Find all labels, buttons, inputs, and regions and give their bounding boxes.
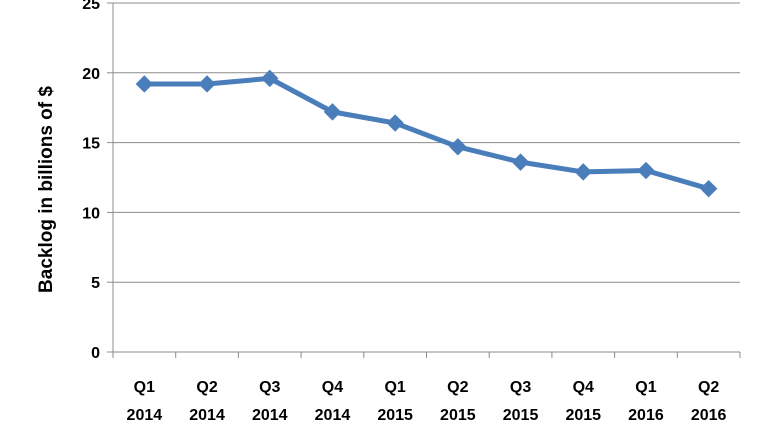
y-axis-title: Backlog in billions of $ [36, 86, 57, 293]
x-tick-label-quarter: Q4 [573, 379, 594, 396]
x-tick-label-year: 2016 [628, 407, 664, 424]
x-tick-label-year: 2015 [440, 407, 476, 424]
data-point-marker [449, 138, 467, 156]
gridlines [113, 2, 740, 283]
x-tick-label-quarter: Q3 [510, 379, 531, 396]
x-tick-label-quarter: Q2 [698, 379, 719, 396]
data-point-marker [261, 69, 279, 88]
x-tick-label-quarter: Q1 [635, 379, 656, 396]
data-point-marker [637, 161, 655, 180]
x-tick-label-year: 2014 [189, 407, 225, 424]
x-tick-label-year: 2014 [127, 407, 163, 424]
x-axis-ticks: Q1 2014 Q2 2014 Q3 2014 Q4 2014 Q1 2015 Q2 2015 Q3 20… [112, 352, 741, 424]
x-tick-label-year: 2014 [315, 407, 351, 424]
x-tick-label-quarter: Q2 [196, 379, 217, 396]
y-tick-label: 25 [82, 0, 100, 13]
x-tick-label-year: 2015 [503, 407, 539, 424]
x-tick-label-quarter: Q1 [384, 379, 405, 396]
data-point-marker [323, 103, 342, 121]
y-tick-label: 0 [91, 345, 100, 362]
series-line [141, 75, 712, 192]
x-tick-label-year: 2014 [252, 407, 288, 424]
series-backlog [135, 69, 718, 198]
data-point-marker [135, 75, 154, 93]
data-point-marker [198, 75, 216, 93]
x-tick-label-year: 2015 [565, 407, 601, 424]
y-tick-label: 10 [82, 205, 100, 222]
x-tick-label-quarter: Q4 [322, 379, 343, 396]
data-point-marker [511, 153, 530, 171]
y-tick-label: 15 [82, 136, 100, 153]
x-tick-label-quarter: Q1 [134, 379, 155, 396]
x-tick-label-year: 2015 [377, 407, 413, 424]
x-tick-label-quarter: Q3 [259, 379, 280, 396]
data-point-marker [574, 163, 592, 181]
y-tick-label: 20 [82, 66, 100, 83]
x-tick-label-quarter: Q2 [447, 379, 468, 396]
y-axis-ticks: 0 5 10 15 20 25 [82, 0, 113, 362]
data-point-marker [699, 179, 718, 198]
y-tick-label: 5 [91, 275, 100, 292]
x-tick-label-year: 2016 [691, 407, 727, 424]
data-point-marker [386, 114, 404, 132]
